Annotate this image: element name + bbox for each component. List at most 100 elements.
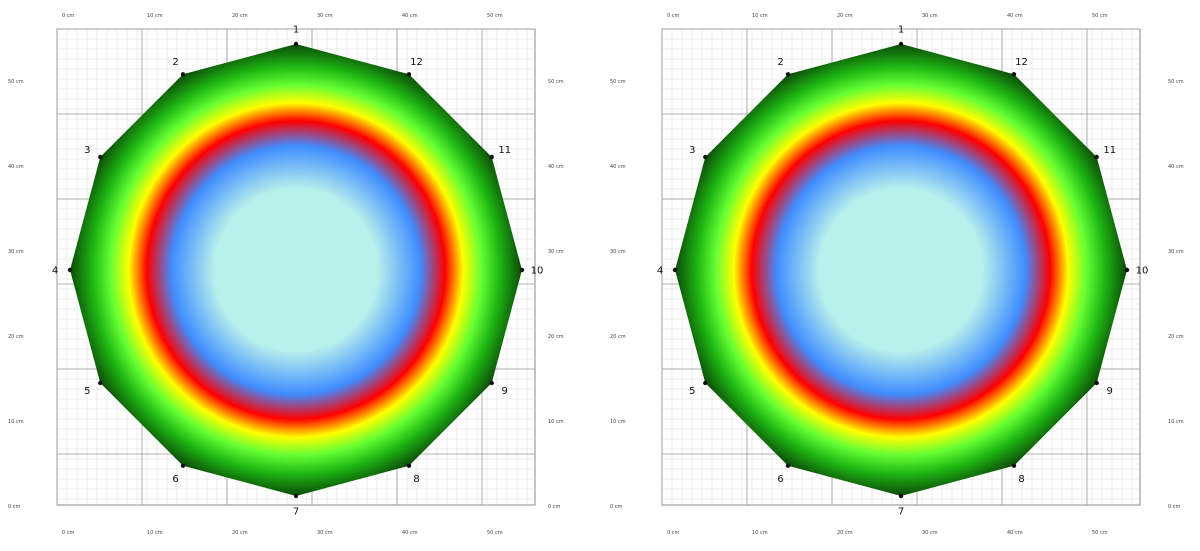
x-tick-label-bottom: 50 cm (487, 530, 503, 536)
electrode-label-3: 3 (84, 145, 90, 156)
electrode-dot (489, 380, 494, 386)
x-tick-label-top: 50 cm (1092, 13, 1108, 19)
x-tick-label-top: 0 cm (62, 13, 75, 19)
y-tick-label-right: 10 cm (548, 419, 564, 425)
y-tick-label-left: 10 cm (8, 419, 24, 425)
y-tick-label-right: 0 cm (1168, 504, 1181, 510)
y-tick-label-right: 40 cm (1168, 164, 1184, 170)
x-tick-label-bottom: 20 cm (232, 530, 248, 536)
electrode-dot (406, 72, 412, 77)
electrode-dot (489, 154, 494, 160)
electrode-label-5: 5 (689, 386, 695, 397)
y-tick-label-right: 30 cm (1168, 249, 1184, 255)
x-tick-label-top: 30 cm (922, 13, 938, 19)
electrode-label-5: 5 (84, 386, 90, 397)
electrode-dot (898, 41, 904, 47)
electrode-dot (703, 154, 708, 160)
electrode-label-6: 6 (172, 474, 178, 485)
electrode-label-4: 4 (52, 266, 58, 277)
electrode-label-1: 1 (293, 25, 299, 36)
x-tick-label-bottom: 0 cm (62, 530, 75, 536)
electrode-dot (293, 493, 299, 499)
y-tick-label-left: 30 cm (610, 249, 626, 255)
electrode-dot (98, 380, 103, 386)
y-tick-label-left: 40 cm (610, 164, 626, 170)
electrode-label-8: 8 (1018, 474, 1024, 485)
y-tick-label-left: 20 cm (610, 334, 626, 340)
y-tick-label-left: 50 cm (8, 79, 24, 85)
electrode-dot (785, 463, 791, 468)
x-tick-label-bottom: 40 cm (1007, 530, 1023, 536)
electrode-label-7: 7 (898, 507, 904, 518)
electrode-label-9: 9 (502, 386, 508, 397)
electrode-label-8: 8 (413, 474, 419, 485)
y-tick-label-left: 40 cm (8, 164, 24, 170)
electrode-dot (180, 72, 186, 77)
electrode-label-4: 4 (657, 266, 663, 277)
y-tick-label-left: 0 cm (8, 504, 21, 510)
electrode-label-9: 9 (1107, 386, 1113, 397)
electrode-dot (1094, 154, 1099, 160)
electrode-label-12: 12 (410, 57, 423, 68)
electrode-label-11: 11 (498, 145, 511, 156)
electrode-label-1: 1 (898, 25, 904, 36)
electrode-dot (1011, 463, 1017, 468)
field-polygon (70, 44, 522, 496)
x-tick-label-bottom: 0 cm (667, 530, 680, 536)
electrode-dot (180, 463, 186, 468)
electrode-dot (406, 463, 412, 468)
electrode-label-12: 12 (1015, 57, 1028, 68)
x-tick-label-bottom: 10 cm (147, 530, 163, 536)
y-tick-label-left: 20 cm (8, 334, 24, 340)
y-tick-label-right: 0 cm (548, 504, 561, 510)
x-tick-label-top: 50 cm (487, 13, 503, 19)
left-panel: 0 cm 0 cm 10 cm 10 cm 20 cm 20 cm 30 cm 30 cm 40… (8, 13, 564, 536)
y-tick-label-left: 50 cm (610, 79, 626, 85)
x-tick-label-top: 20 cm (232, 13, 248, 19)
x-tick-label-top: 40 cm (402, 13, 418, 19)
y-tick-label-right: 20 cm (548, 334, 564, 340)
x-tick-label-bottom: 40 cm (402, 530, 418, 536)
x-tick-label-bottom: 50 cm (1092, 530, 1108, 536)
x-tick-label-top: 10 cm (752, 13, 768, 19)
electrode-dot (703, 380, 708, 386)
electrode-dot (1124, 267, 1130, 273)
electrode-dot (785, 72, 791, 77)
y-tick-label-left: 10 cm (610, 419, 626, 425)
x-tick-label-top: 20 cm (837, 13, 853, 19)
electrode-label-10: 10 (1136, 266, 1149, 277)
right-panel: 0 cm 0 cm 10 cm 10 cm 20 cm 20 cm 30 cm 30 cm 40… (600, 0, 1200, 551)
x-tick-label-top: 30 cm (317, 13, 333, 19)
field-polygon (675, 44, 1127, 496)
electrode-label-3: 3 (689, 145, 695, 156)
x-tick-label-bottom: 30 cm (317, 530, 333, 536)
x-tick-label-bottom: 10 cm (752, 530, 768, 536)
y-tick-label-right: 50 cm (1168, 79, 1184, 85)
electrode-dot (898, 493, 904, 499)
electrode-label-2: 2 (172, 57, 178, 68)
electrode-dot (98, 154, 103, 160)
y-tick-label-right: 40 cm (548, 164, 564, 170)
electrode-dot (1094, 380, 1099, 386)
electrode-dot (1011, 72, 1017, 77)
y-tick-label-right: 30 cm (548, 249, 564, 255)
electrode-dot (293, 41, 299, 47)
x-tick-label-top: 0 cm (667, 13, 680, 19)
y-tick-label-right: 10 cm (1168, 419, 1184, 425)
electrode-label-10: 10 (531, 266, 544, 277)
y-tick-label-left: 0 cm (610, 504, 623, 510)
electrode-dot (519, 267, 525, 273)
electrode-dot (672, 267, 678, 273)
electrode-label-6: 6 (777, 474, 783, 485)
x-tick-label-top: 10 cm (147, 13, 163, 19)
x-tick-label-bottom: 30 cm (922, 530, 938, 536)
electrode-label-2: 2 (777, 57, 783, 68)
electrode-dot (67, 267, 73, 273)
x-tick-label-bottom: 20 cm (837, 530, 853, 536)
y-tick-label-left: 30 cm (8, 249, 24, 255)
y-tick-label-right: 50 cm (548, 79, 564, 85)
electrode-label-11: 11 (1103, 145, 1116, 156)
y-tick-label-right: 20 cm (1168, 334, 1184, 340)
